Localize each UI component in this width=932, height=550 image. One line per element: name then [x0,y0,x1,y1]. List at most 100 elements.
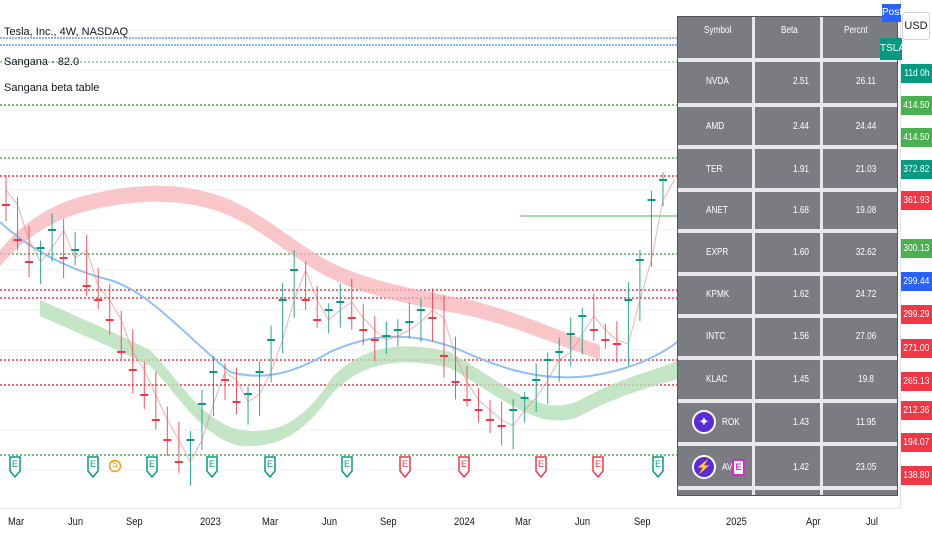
earnings-event-icon[interactable]: E [592,456,604,480]
earnings-badge-icon: E [732,459,745,476]
table-row: INTC 1.56 27.06 [678,319,897,355]
table-row-separator [678,229,897,233]
table-row-separator [678,58,897,62]
table-cell-percent: 32.62 [855,247,877,258]
split-event-icon[interactable]: S [108,456,122,480]
earnings-event-icon[interactable]: E [341,456,353,480]
table-row: AMD 2.44 24.44 [678,109,897,145]
table-row: NVDA 2.51 26.11 [678,64,897,100]
table-cell-symbol: ROK [722,417,740,428]
table-cell-beta: 1.91 [793,164,809,175]
price-label-text: 372.82 [903,164,930,175]
table-cell-percent: 19.08 [855,205,877,216]
price-label-text: 138.80 [903,470,930,481]
price-label: 212.36 [901,401,932,420]
sparkle-icon: ✦ [692,410,716,434]
table-cell-percent: 24.72 [855,289,877,300]
table-cell-symbol: AMD [706,121,725,132]
table-header-beta: Beta [781,25,798,36]
table-cell-percent: 27.06 [855,331,877,342]
table-cell-beta: 1.60 [793,247,809,258]
symbol-legend[interactable]: Tesla, Inc., 4W, NASDAQ [4,26,129,38]
table-cell-beta: 1.43 [793,417,809,428]
earnings-event-icon[interactable]: E [206,456,218,480]
table-cell-symbol: KPMK [706,289,730,300]
table-column-divider [752,17,755,495]
price-label-text: 300.13 [903,243,930,254]
table-cell-symbol: TER [706,164,723,175]
price-label-text: 11d 0h [903,68,930,79]
time-axis-label: Jun [575,516,591,528]
lightning-icon: ⚡ [692,455,716,479]
time-axis-label: 2023 [200,516,221,528]
table-cell-beta: 2.51 [793,76,809,87]
price-label: 414.50 [901,128,932,147]
table-cell-symbol: INTC [706,331,726,342]
table-row: ROK 1.43 11.95 ✦ [678,405,897,441]
table-cell-percent: 23.05 [855,462,877,473]
earnings-event-icon[interactable]: E [535,456,547,480]
price-label-text: 299.29 [903,309,930,320]
time-axis-label: Mar [515,516,532,528]
table-row-separator [678,486,897,490]
table-cell-symbol: ANET [706,205,728,216]
table-cell-beta: 2.44 [793,121,809,132]
table-row-separator [678,399,897,403]
table-cell-percent: 24.44 [855,121,877,132]
table-cell-symbol: NVDA [706,76,729,87]
table-header-symbol: Symbol [704,25,732,36]
price-label: 11d 0h [901,64,932,83]
table-row-separator [678,145,897,149]
table-cell-beta: 1.42 [793,462,809,473]
ma-band-green [40,300,680,447]
table-row: KPMK 1.62 24.72 [678,277,897,313]
earnings-event-icon[interactable]: E [264,456,276,480]
indicator-legend-beta-table[interactable]: Sangana beta table [4,82,100,94]
table-cell-beta: 1.56 [793,331,809,342]
moving-average-bands [0,185,681,447]
price-label: 299.44 [901,272,932,291]
time-axis-label: Jul [866,516,878,528]
table-cell-percent: 19.8 [858,374,874,385]
table-row: ANET 1.68 19.08 [678,193,897,229]
table-row-separator [678,314,897,318]
earnings-event-icon[interactable]: E [9,456,21,480]
time-axis-label: 2025 [726,516,747,528]
time-axis-line [0,508,900,509]
time-axis-label: Mar [262,516,279,528]
price-bars [2,172,675,486]
currency-button[interactable]: USD [902,12,930,40]
beta-table: Symbol Beta Percnt NVDA 2.51 26.11 AMD 2.44 2… [677,16,898,496]
price-label-text: 212.36 [903,405,930,416]
earnings-event-icon[interactable]: E [87,456,99,480]
time-axis-label: Sep [126,516,143,528]
table-cell-percent: 11.95 [856,417,876,428]
table-cell-beta: 1.45 [793,374,809,385]
table-cell-percent: 21.03 [855,164,877,175]
earnings-event-icon[interactable]: E [652,456,664,480]
price-label: 271.00 [901,339,932,358]
earnings-event-icon[interactable]: E [458,456,470,480]
time-axis-label: Jun [322,516,338,528]
earnings-event-icon[interactable]: E [399,456,411,480]
earnings-event-icon[interactable]: E [146,456,158,480]
ma-line-blue [0,221,681,379]
table-row-separator [678,272,897,276]
table-header-percent: Percnt [844,25,868,36]
price-label-text: 299.44 [903,276,930,287]
table-cell-beta: 1.68 [793,205,809,216]
price-label: 299.29 [901,305,932,324]
price-label-text: 265.13 [903,376,930,387]
table-row-separator [678,188,897,192]
price-label: 414.50 [901,96,932,115]
price-label-text: 194.07 [903,437,930,448]
time-axis-label: Mar [8,516,25,528]
table-row: EXPR 1.60 32.62 [678,235,897,271]
indicator-legend-sangana[interactable]: Sangana - 82.0 [4,56,80,68]
table-cell-symbol: KLAC [706,374,728,385]
time-axis-label: Sep [634,516,651,528]
price-label-text: 361.93 [903,195,930,206]
price-label: 265.13 [901,372,932,391]
